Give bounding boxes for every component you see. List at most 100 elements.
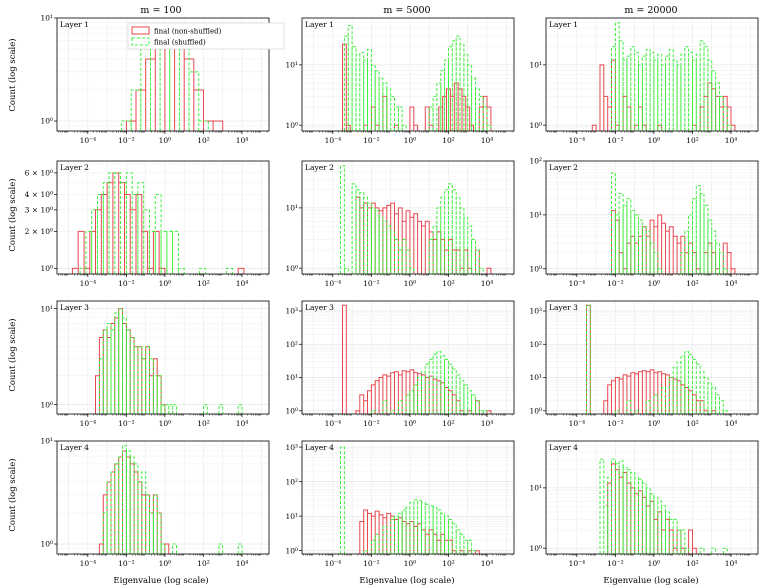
y-tick-label: 10⁰	[529, 406, 542, 415]
y-tick-label: 10¹	[285, 373, 298, 382]
x-tick-label: 10⁴	[236, 559, 249, 568]
series-non-shuffled	[591, 59, 736, 131]
histogram-panels: 10⁻⁴ 10⁻² 10⁰ 10² 10⁴ 10⁰ 10¹ Layer 1 10⁻⁴ 10⁻² 10…	[25, 14, 759, 568]
x-tick-label: 10⁻⁴	[80, 559, 97, 568]
panel-r2c3: 10⁻⁴ 10⁻² 10⁰ 10² 10⁴ 10⁰ 10¹ 10² Layer 2	[529, 157, 759, 288]
x-tick-label: 10²	[686, 559, 699, 568]
panel-frame	[301, 440, 515, 555]
panel-label: Layer 2	[305, 163, 334, 172]
y-axis-label-row4: Count (log scale)	[7, 458, 18, 531]
series-shuffled	[343, 25, 492, 131]
legend-label-shuffled: final (shuffled)	[154, 39, 206, 47]
y-tick-label: 10⁰	[529, 121, 542, 130]
x-tick-label: 10⁰	[159, 136, 172, 145]
y-tick-label: 10⁰	[40, 264, 53, 273]
y-tick-label: 10²	[285, 340, 298, 349]
y-tick-label: 10¹	[529, 211, 542, 220]
panel-r4c3: 10⁻⁴ 10⁻² 10⁰ 10² 10⁴ 10⁰ 10¹ Layer 4	[529, 440, 759, 568]
panel-frame	[301, 17, 515, 132]
x-tick-label: 10⁻²	[607, 279, 624, 288]
x-tick-label: 10⁻⁴	[569, 419, 586, 428]
x-tick-label: 10⁴	[236, 279, 249, 288]
y-tick-label: 6 × 10⁰	[25, 169, 53, 178]
y-tick-label: 10¹	[529, 373, 542, 382]
x-tick-label: 10⁴	[725, 419, 738, 428]
x-axis-label-col2: Eigenvalue (log scale)	[359, 575, 454, 586]
legend-swatch-shuffled	[131, 37, 150, 46]
x-tick-label: 10²	[686, 419, 699, 428]
y-tick-label: 10⁰	[40, 540, 53, 549]
y-tick-label: 10¹	[285, 512, 298, 521]
x-tick-label: 10²	[197, 136, 210, 145]
x-tick-label: 10⁴	[481, 559, 494, 568]
x-tick-label: 10⁴	[725, 559, 738, 568]
panel-label: Layer 3	[549, 303, 578, 312]
panel-label: Layer 1	[60, 20, 89, 29]
panel-label: Layer 1	[305, 20, 334, 29]
x-tick-label: 10⁻²	[118, 279, 135, 288]
panel-label: Layer 4	[549, 443, 578, 452]
x-tick-label: 10²	[686, 136, 699, 145]
series-shuffled	[586, 304, 728, 414]
y-tick-label: 10²	[529, 157, 542, 166]
panel-r3c3: 10⁻⁴ 10⁻² 10⁰ 10² 10⁴ 10⁰ 10¹ 10² 10³ Layer 3	[529, 300, 759, 428]
x-tick-label: 10²	[197, 419, 210, 428]
panel-r1c2: 10⁻⁴ 10⁻² 10⁰ 10² 10⁴ 10⁰ 10¹ Layer 1	[285, 17, 515, 145]
legend-label-non-shuffled: final (non-shuffled)	[154, 28, 222, 36]
x-tick-label: 10⁰	[159, 419, 172, 428]
series-non-shuffled	[611, 210, 736, 274]
x-tick-label: 10⁻⁴	[569, 559, 586, 568]
panel-r4c2: 10⁻⁴ 10⁻² 10⁰ 10² 10⁴ 10⁰ 10¹ 10² 10³ Layer 4	[285, 440, 515, 568]
y-tick-label: 10⁰	[529, 544, 542, 553]
x-tick-label: 10⁴	[725, 279, 738, 288]
x-tick-label: 10⁻²	[363, 136, 380, 145]
series-shuffled	[370, 351, 488, 414]
legend: final (non-shuffled) final (shuffled)	[127, 22, 285, 50]
x-tick-label: 10⁻²	[118, 559, 135, 568]
panel-frame	[545, 440, 759, 555]
panel-r1c3: 10⁻⁴ 10⁻² 10⁰ 10² 10⁴ 10⁰ 10¹ Layer 1	[529, 17, 759, 145]
y-tick-label: 10⁰	[285, 406, 298, 415]
y-tick-label: 10³	[529, 307, 542, 316]
x-tick-label: 10⁻²	[607, 136, 624, 145]
y-tick-label: 10¹	[40, 437, 53, 446]
series-non-shuffled	[342, 43, 492, 131]
x-tick-label: 10⁻⁴	[325, 136, 342, 145]
x-tick-label: 10⁻²	[363, 419, 380, 428]
y-tick-label: 2 × 10⁰	[25, 227, 53, 236]
series-shuffled	[611, 172, 728, 274]
x-tick-label: 10⁰	[404, 559, 417, 568]
x-tick-label: 10⁻⁴	[80, 136, 97, 145]
x-tick-label: 10⁴	[481, 279, 494, 288]
y-tick-label: 10⁰	[40, 400, 53, 409]
x-axis-label-col1: Eigenvalue (log scale)	[113, 575, 208, 586]
panel-frame	[56, 160, 270, 275]
y-tick-label: 10³	[285, 443, 298, 452]
panel-label: Layer 3	[305, 303, 334, 312]
y-tick-label: 4 × 10⁰	[25, 190, 53, 199]
x-tick-label: 10²	[442, 136, 455, 145]
y-axis-label-row3: Count (log scale)	[7, 318, 18, 391]
series-shuffled	[340, 446, 476, 554]
panel-r2c2: 10⁻⁴ 10⁻² 10⁰ 10² 10⁴ 10⁰ 10¹ Layer 2	[285, 160, 515, 288]
x-tick-label: 10⁰	[404, 419, 417, 428]
x-tick-label: 10⁴	[725, 136, 738, 145]
y-tick-label: 10¹	[285, 204, 298, 213]
x-tick-label: 10⁻²	[363, 559, 380, 568]
series-non-shuffled	[607, 463, 697, 554]
series-shuffled	[340, 165, 484, 274]
x-tick-label: 10⁰	[159, 279, 172, 288]
series-shuffled	[98, 308, 243, 414]
x-tick-label: 10⁰	[159, 559, 172, 568]
x-tick-label: 10⁻²	[363, 279, 380, 288]
x-tick-label: 10⁴	[481, 136, 494, 145]
panel-r4c1: 10⁻⁴ 10⁻² 10⁰ 10² 10⁴ 10⁰ 10¹ Layer 4	[40, 437, 270, 568]
x-tick-label: 10⁰	[648, 279, 661, 288]
x-tick-label: 10²	[442, 559, 455, 568]
y-tick-label: 10⁰	[529, 264, 542, 273]
series-shuffled	[79, 172, 233, 274]
legend-swatch-non-shuffled	[131, 26, 150, 35]
x-tick-label: 10²	[197, 559, 210, 568]
series-non-shuffled	[355, 196, 492, 274]
x-tick-label: 10⁴	[236, 136, 249, 145]
